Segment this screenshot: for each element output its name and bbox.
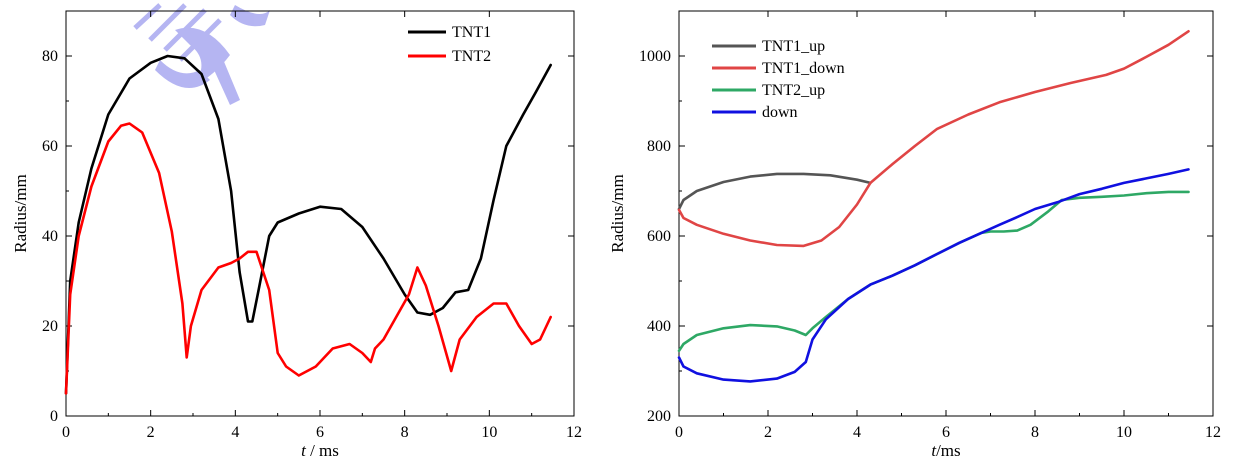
watermark-logo xyxy=(133,3,270,105)
x-tick-label: 0 xyxy=(675,424,683,441)
x-tick-label: 12 xyxy=(1205,424,1221,441)
x-tick-label: 2 xyxy=(147,424,155,441)
legend-label: TNT1_down xyxy=(762,60,845,77)
plot-frame xyxy=(678,10,1214,417)
y-tick-label: 60 xyxy=(42,138,58,155)
y-tick-label: 80 xyxy=(42,48,58,65)
x-tick-label: 10 xyxy=(481,424,497,441)
x-tick-label: 10 xyxy=(1116,424,1132,441)
x-tick-label: 0 xyxy=(62,424,70,441)
y-axis-label: Radius/mm xyxy=(11,174,30,252)
x-axis-label: t / ms xyxy=(301,441,339,460)
y-tick-label: 40 xyxy=(42,228,58,245)
series-line-tnt1-up xyxy=(677,172,872,211)
series-line-down xyxy=(677,168,1190,383)
right-chart-panel: 0 2 4 6 8 10 12 200 400 600 800 1000 t/ms Radius/mm TN… xyxy=(608,10,1221,460)
series-line-tnt2 xyxy=(64,122,552,395)
y-axis-label: Radius/mm xyxy=(608,174,627,252)
y-tick-label: 1000 xyxy=(639,48,671,65)
y-tick-label: 600 xyxy=(647,228,671,245)
x-tick-label: 2 xyxy=(764,424,772,441)
y-tick-label: 200 xyxy=(647,408,671,425)
legend-label: TNT1_up xyxy=(762,38,825,55)
x-tick-label: 12 xyxy=(566,424,582,441)
legend-label: TNT1 xyxy=(452,24,491,41)
x-axis-label-unit: / ms xyxy=(306,441,339,460)
y-tick-label: 400 xyxy=(647,318,671,335)
y-tick-label: 20 xyxy=(42,318,58,335)
x-axis-label-var: t xyxy=(931,441,937,460)
x-tick-label: 4 xyxy=(231,424,239,441)
x-axis-label: t/ms xyxy=(931,441,960,460)
legend-label: TNT2_up xyxy=(762,82,825,99)
y-tick-label: 0 xyxy=(50,408,58,425)
x-axis-label-unit: /ms xyxy=(936,441,961,460)
x-tick-label: 4 xyxy=(853,424,861,441)
x-tick-label: 8 xyxy=(401,424,409,441)
left-chart-panel: 0 2 4 6 8 10 12 0 20 40 60 80 t / ms Radius/mm TNT1 TNT… xyxy=(11,10,582,460)
x-axis-label-var: t xyxy=(301,441,307,460)
plot-frame xyxy=(65,10,575,417)
y-tick-label: 800 xyxy=(647,138,671,155)
x-tick-label: 6 xyxy=(316,424,324,441)
series-line-tnt1 xyxy=(64,54,552,395)
series-line-tnt1-down xyxy=(677,30,1190,248)
series-line-tnt2-up xyxy=(677,190,1190,353)
legend-label: down xyxy=(762,104,798,121)
x-tick-label: 8 xyxy=(1031,424,1039,441)
x-tick-label: 6 xyxy=(942,424,950,441)
legend-label: TNT2 xyxy=(452,48,491,65)
